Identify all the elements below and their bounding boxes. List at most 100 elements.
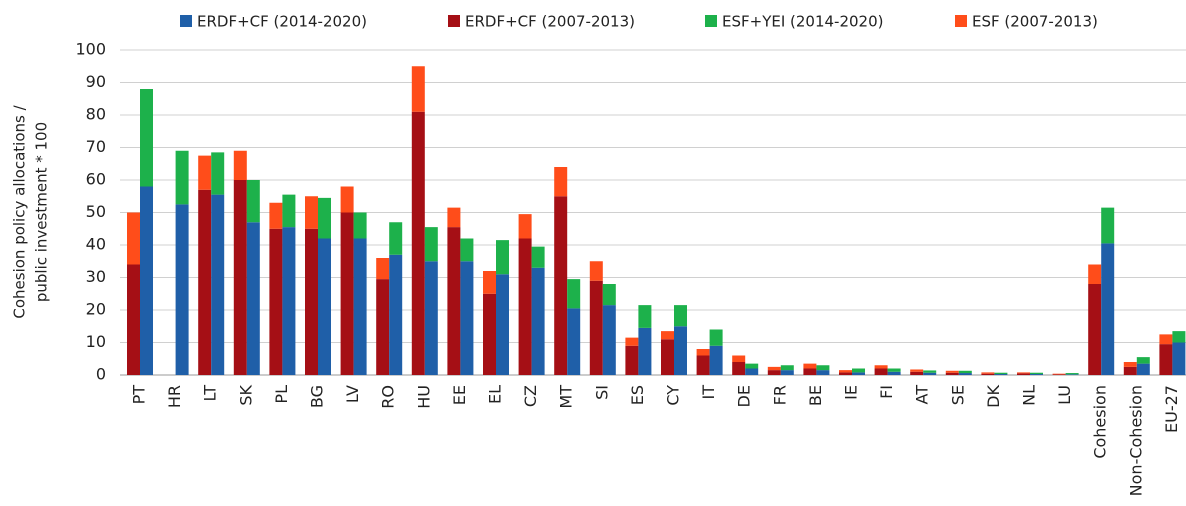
- y-tick-label: 40: [86, 235, 106, 254]
- x-tick-label: PL: [272, 385, 291, 404]
- legend-swatch: [180, 15, 192, 27]
- bar-segment: [483, 293, 496, 375]
- bar-segment: [589, 280, 603, 375]
- bar-segment: [1101, 243, 1115, 375]
- bar-segment: [246, 180, 260, 223]
- x-tick-label: BG: [308, 385, 327, 408]
- x-tick-label: LV: [343, 385, 362, 403]
- bar-segment: [910, 371, 924, 375]
- bar-segment: [803, 368, 817, 375]
- bar-segment: [887, 368, 901, 372]
- bar-segment: [1159, 334, 1173, 345]
- bar-segment: [745, 368, 759, 375]
- bar-segment: [531, 267, 545, 375]
- y-tick-label: 50: [86, 202, 106, 221]
- bar-segment: [175, 150, 189, 205]
- bar-segment: [233, 150, 247, 180]
- bar-segment: [340, 212, 354, 375]
- bar-segment: [1101, 207, 1115, 244]
- x-tick-label: BE: [806, 385, 825, 406]
- x-tick-label: EE: [450, 385, 469, 405]
- x-tick-label: IE: [842, 385, 861, 400]
- bar-segment: [1017, 373, 1030, 375]
- x-tick-label: DK: [984, 384, 1003, 407]
- bar-segment: [638, 305, 652, 328]
- bar-segment: [340, 186, 354, 213]
- legend-label: ESF+YEI (2014-2020): [722, 13, 884, 31]
- bar-segment: [1017, 372, 1030, 374]
- x-tick-label: EL: [486, 385, 505, 404]
- bar-segment: [233, 180, 247, 375]
- x-tick-label: NL: [1020, 385, 1039, 406]
- bar-segment: [389, 222, 403, 255]
- bar-segment: [1052, 374, 1066, 375]
- bar-segment: [958, 370, 972, 374]
- x-tick-label: ES: [628, 385, 647, 405]
- bar-segment: [282, 194, 296, 228]
- bar-segment: [767, 366, 781, 371]
- bar-segment: [910, 369, 924, 372]
- bar-segment: [780, 370, 794, 375]
- bar-segment: [981, 372, 995, 374]
- bar-segment: [496, 240, 509, 275]
- bar-segment: [353, 238, 367, 375]
- bar-segment: [411, 66, 425, 112]
- bar-segment: [625, 337, 639, 346]
- bar-segment: [661, 331, 674, 340]
- bar-segment: [567, 308, 581, 375]
- y-tick-label: 10: [86, 332, 106, 351]
- bar-segment: [1123, 366, 1137, 375]
- bar-segment: [1052, 373, 1066, 375]
- y-tick-label: 80: [86, 105, 106, 124]
- bar-segment: [745, 363, 759, 369]
- legend-swatch: [448, 15, 460, 27]
- bar-segment: [767, 370, 781, 375]
- bar-segment: [389, 254, 403, 375]
- x-tick-label: RO: [379, 385, 398, 409]
- bar-segment: [518, 214, 532, 239]
- bar-segment: [127, 212, 140, 265]
- bar-segment: [839, 370, 852, 373]
- bar-segment: [1123, 362, 1137, 367]
- y-tick-label: 0: [96, 365, 106, 384]
- y-tick-label: 60: [86, 170, 106, 189]
- bar-segment: [483, 271, 496, 294]
- bar-segment: [780, 365, 794, 371]
- bar-segment: [460, 261, 474, 375]
- bar-segment: [211, 152, 225, 195]
- bar-segment: [874, 365, 888, 369]
- x-tick-label: AT: [913, 385, 932, 405]
- bar-segment: [981, 373, 995, 375]
- bar-segment: [816, 365, 830, 371]
- bar-segment: [1088, 264, 1102, 284]
- bar-segment: [638, 327, 652, 375]
- bar-segment: [460, 238, 474, 262]
- bar-segment: [1065, 374, 1079, 375]
- bar-segment: [1159, 344, 1173, 375]
- x-tick-label: DE: [735, 385, 754, 407]
- y-tick-label: 20: [86, 300, 106, 319]
- bar-segment: [923, 372, 937, 375]
- bar-segment: [1136, 363, 1150, 375]
- bar-segment: [531, 246, 545, 268]
- bar-segment: [318, 197, 331, 239]
- x-tick-label: SE: [948, 385, 967, 405]
- x-tick-label: SI: [592, 385, 611, 400]
- bar-segment: [269, 228, 283, 375]
- x-tick-label: CY: [664, 385, 683, 406]
- bar-segment: [1065, 373, 1079, 375]
- bar-segment: [376, 258, 390, 280]
- bar-segment: [376, 279, 390, 375]
- bar-segment: [625, 345, 639, 375]
- bar-segment: [696, 355, 710, 375]
- y-tick-label: 90: [86, 72, 106, 91]
- legend: ERDF+CF (2014-2020) ERDF+CF (2007-2013) ES…: [180, 13, 1098, 31]
- x-tick-label: Cohesion: [1091, 385, 1110, 459]
- bar-segment: [674, 305, 687, 327]
- bar-segment: [661, 339, 674, 375]
- x-tick-label: IT: [699, 385, 718, 400]
- bar-segment: [839, 372, 852, 375]
- bar-segment: [887, 371, 901, 375]
- bar-segment: [602, 284, 616, 306]
